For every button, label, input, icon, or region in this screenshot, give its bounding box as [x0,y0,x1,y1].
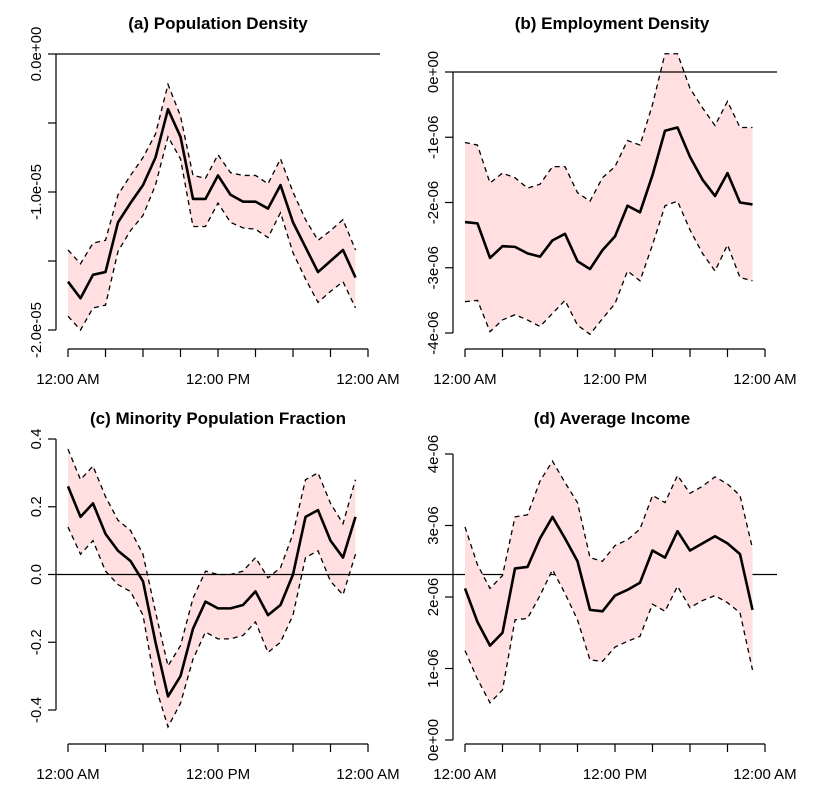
x-tick-label: 12:00 PM [186,371,250,388]
x-tick-label: 12:00 PM [186,766,250,783]
y-tick-label: -1e-06 [425,116,442,159]
estimate-line [464,126,753,271]
y-tick-label: 3e-06 [425,506,442,544]
upper-bound-line [67,82,357,265]
confidence-band [465,53,753,335]
x-tick-label: 12:00 AM [36,766,99,783]
y-tick-label: 0e+00 [425,719,442,761]
lower-bound-line [464,200,753,336]
estimate-line [66,485,357,698]
confidence-band [68,84,356,330]
estimate-line [463,515,754,647]
y-tick-label: -0.2 [28,629,45,655]
x-tick-label: 12:00 AM [433,371,496,388]
x-tick-label: 12:00 AM [733,371,796,388]
y-tick-label: 1e-06 [425,649,442,687]
y-tick-label: -4e-06 [425,311,442,354]
y-tick-label: -2e-06 [425,181,442,224]
chart-title: (c) Minority Population Fraction [90,409,346,428]
panel-employment-density: (b) Employment Density -4e-06 -3e-06 -2e-06… [425,14,797,388]
y-tick-label: 0e+00 [425,51,442,93]
chart-title: (b) Employment Density [515,14,710,33]
y-tick-label: -1.0e-05 [28,164,45,220]
y-tick-label: 4e-06 [425,435,442,473]
y-tick-label: -2.0e-05 [28,302,45,358]
confidence-band [465,461,753,703]
chart-title: (a) Population Density [128,14,308,33]
y-tick-label: 2e-06 [425,578,442,616]
confidence-band [68,449,356,727]
x-tick-label: 12:00 AM [36,371,99,388]
x-tick-label: 12:00 AM [336,371,399,388]
panel-population-density: (a) Population Density -2.0e-05 -1.0e-05 0.… [28,14,400,388]
estimate-line [66,107,357,300]
lower-bound-line [67,135,357,332]
lower-bound-line [464,568,754,704]
y-tick-label: -3e-06 [425,246,442,289]
lower-bound-line [67,526,357,729]
y-tick-label: 0.0e+00 [28,27,45,82]
y-tick-label: 0.4 [28,429,45,450]
upper-bound-line [464,53,753,203]
x-tick-label: 12:00 PM [583,766,647,783]
chart-title: (d) Average Income [534,409,691,428]
y-tick-label: -0.4 [28,697,45,723]
y-tick-label: 0.2 [28,496,45,517]
x-tick-label: 12:00 PM [583,371,647,388]
upper-bound-line [67,448,357,668]
panel-average-income: (d) Average Income 0e+00 1e-06 2e-06 3e-06 4e… [425,409,797,783]
panel-minority-population-fraction: (c) Minority Population Fraction -0.4 -0.2… [28,409,777,783]
x-tick-label: 12:00 AM [733,766,796,783]
x-tick-label: 12:00 AM [433,766,496,783]
upper-bound-line [464,459,754,590]
x-tick-label: 12:00 AM [336,766,399,783]
y-tick-label: 0.0 [28,564,45,585]
